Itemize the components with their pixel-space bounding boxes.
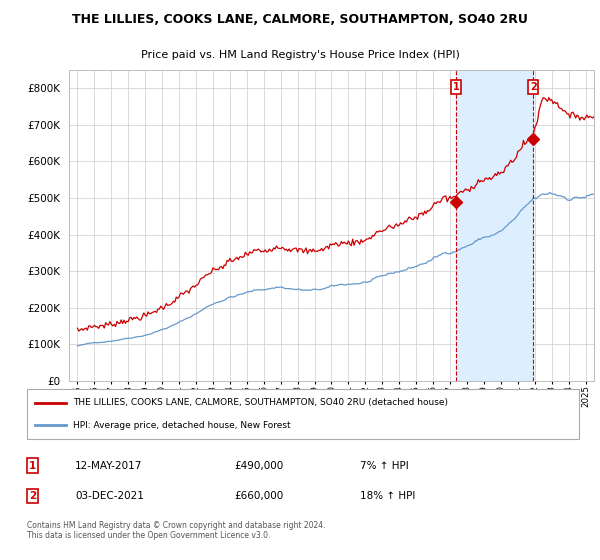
Text: £660,000: £660,000 [235, 491, 284, 501]
Text: 1: 1 [453, 82, 460, 92]
Text: 1: 1 [29, 460, 36, 470]
Bar [457, 70, 533, 381]
Text: THE LILLIES, COOKS LANE, CALMORE, SOUTHAMPTON, SO40 2RU (detached house): THE LILLIES, COOKS LANE, CALMORE, SOUTHA… [73, 398, 448, 407]
Text: 03-DEC-2021: 03-DEC-2021 [75, 491, 144, 501]
Text: Price paid vs. HM Land Registry's House Price Index (HPI): Price paid vs. HM Land Registry's House … [140, 50, 460, 59]
Text: THE LILLIES, COOKS LANE, CALMORE, SOUTHAMPTON, SO40 2RU: THE LILLIES, COOKS LANE, CALMORE, SOUTHA… [72, 13, 528, 26]
Text: HPI: Average price, detached house, New Forest: HPI: Average price, detached house, New … [73, 421, 291, 430]
Text: £490,000: £490,000 [235, 460, 284, 470]
Text: 2: 2 [530, 82, 537, 92]
Text: 7% ↑ HPI: 7% ↑ HPI [360, 460, 409, 470]
Text: 18% ↑ HPI: 18% ↑ HPI [360, 491, 415, 501]
FancyBboxPatch shape [27, 389, 578, 438]
Text: 2: 2 [29, 491, 36, 501]
Text: 12-MAY-2017: 12-MAY-2017 [75, 460, 142, 470]
Text: Contains HM Land Registry data © Crown copyright and database right 2024.
This d: Contains HM Land Registry data © Crown c… [26, 520, 325, 540]
